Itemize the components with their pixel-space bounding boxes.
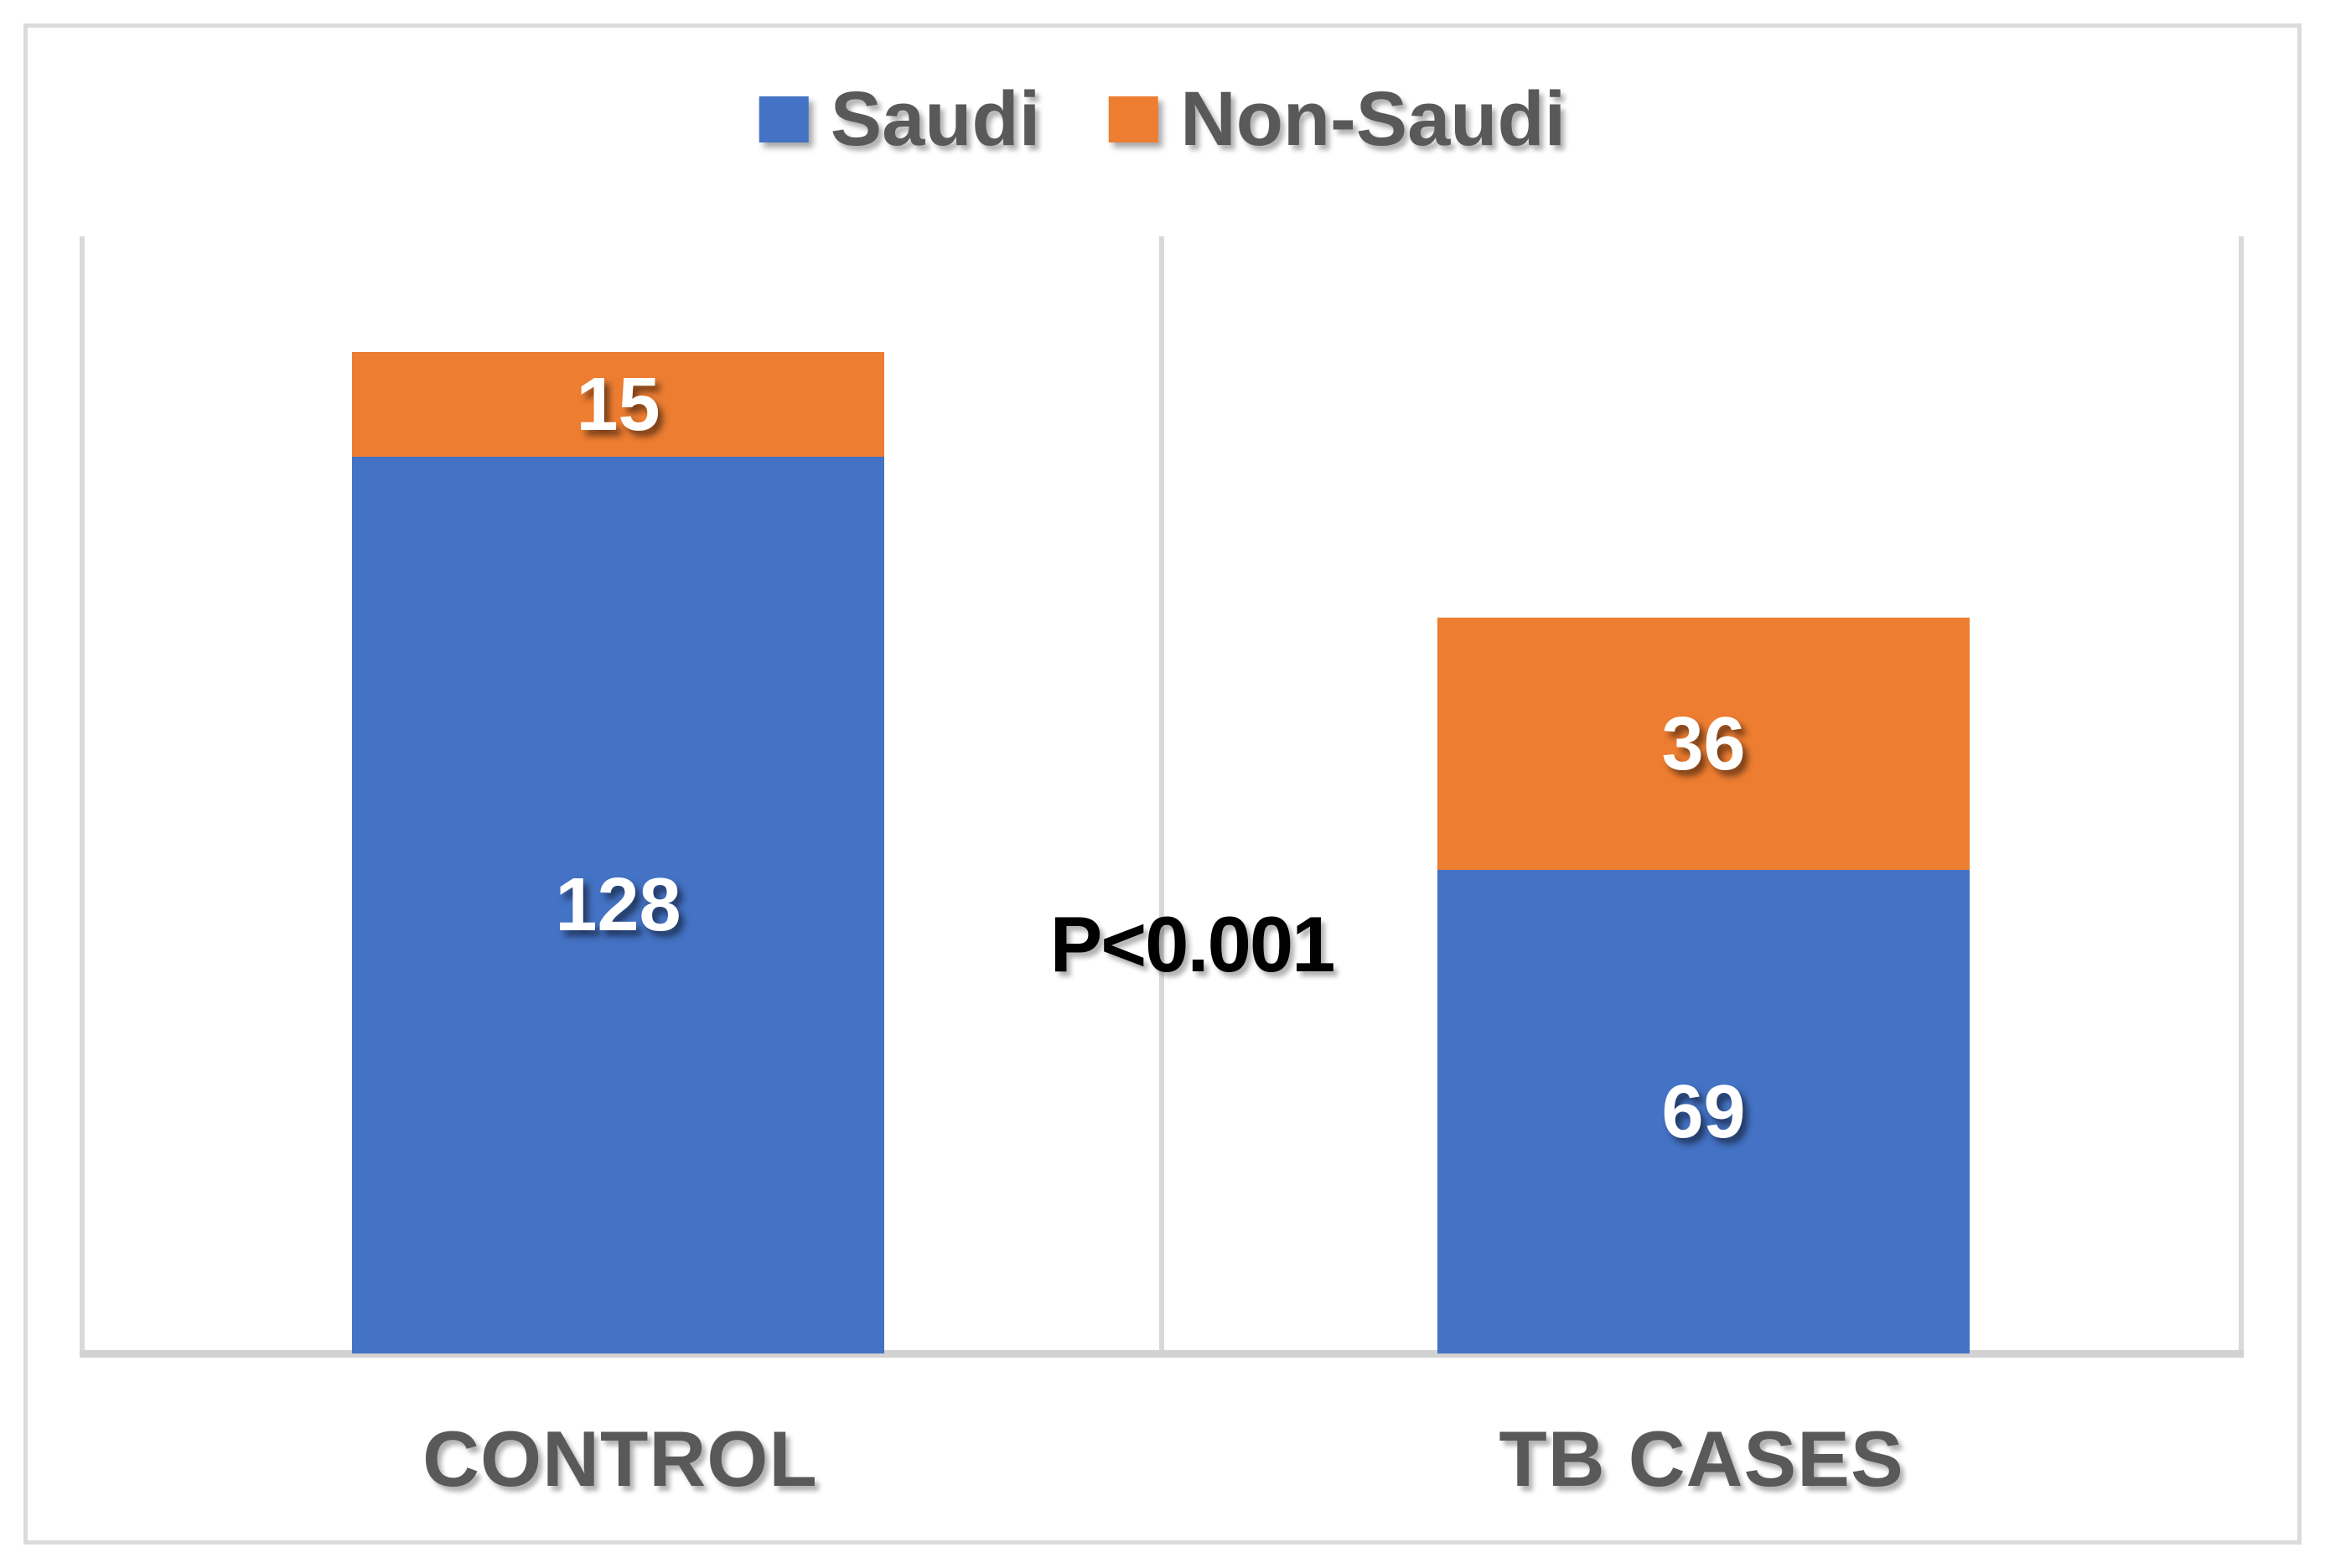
legend-swatch-saudi-icon: [759, 96, 809, 142]
data-label-tb-cases-saudi: 69: [1661, 1069, 1746, 1154]
data-label-control-non-saudi: 15: [576, 362, 660, 447]
bar-tb-cases-saudi-segment: 69: [1437, 870, 1970, 1353]
data-label-control-saudi: 128: [555, 863, 681, 947]
bar-control-non-saudi-segment: 15: [352, 352, 884, 457]
p-value-annotation: P<0.001: [1049, 900, 1336, 988]
data-label-tb-cases-non-saudi: 36: [1661, 701, 1746, 786]
chart-outer-border: [23, 23, 2302, 1545]
legend: Saudi Non-Saudi: [759, 80, 1566, 158]
legend-label-saudi: Saudi: [830, 76, 1041, 162]
x-axis-label-control: CONTROL: [422, 1415, 818, 1503]
bar-control-saudi-segment: 128: [352, 457, 884, 1353]
bar-tb-cases-non-saudi-segment: 36: [1437, 618, 1970, 870]
gridline-right: [2239, 236, 2244, 1358]
bar-control: 15 128: [352, 352, 884, 1353]
legend-label-non-saudi: Non-Saudi: [1180, 76, 1566, 162]
gridline-center: [1159, 236, 1164, 1358]
x-axis-label-tb-cases: TB CASES: [1499, 1415, 1904, 1503]
legend-item-non-saudi: Non-Saudi: [1109, 80, 1566, 158]
bar-tb-cases: 36 69: [1437, 618, 1970, 1353]
legend-swatch-non-saudi-icon: [1109, 96, 1159, 142]
gridline-left: [80, 236, 85, 1358]
x-axis-line: [80, 1350, 2244, 1358]
legend-item-saudi: Saudi: [759, 80, 1040, 158]
plot-area: 15 128 36 69: [80, 236, 2244, 1358]
